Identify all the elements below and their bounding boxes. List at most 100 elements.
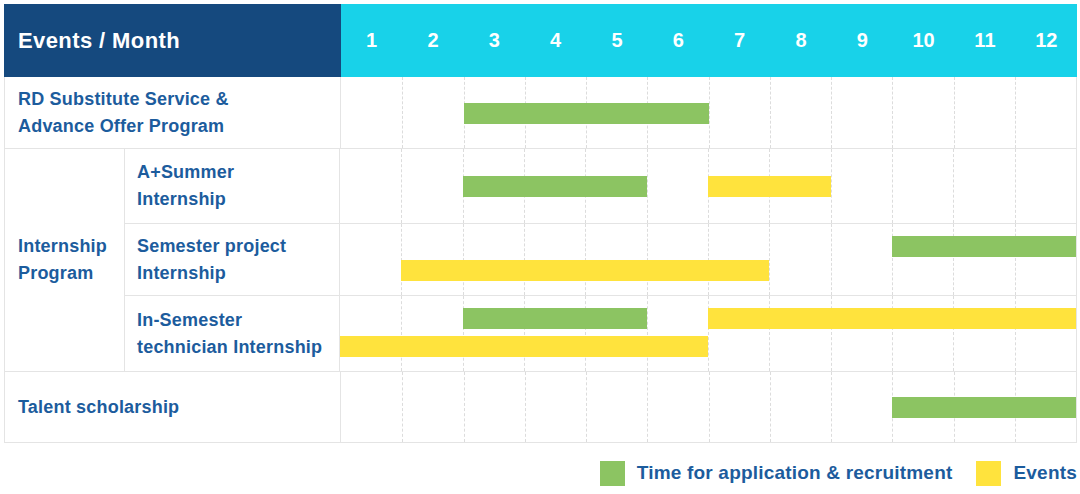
month-gridline [402,77,403,148]
group-label: InternshipProgram [5,149,125,371]
month-column-header: 8 [770,4,831,77]
row-label-line: A+Summer [137,159,339,186]
table-row: RD Substitute Service &Advance Offer Pro… [5,77,1076,148]
month-number: 3 [489,29,500,52]
gantt-bar-application [892,236,1076,257]
table-row: In-Semestertechnician Internship [125,295,1076,371]
month-gridline [831,149,832,223]
timeline-cell [341,77,1076,148]
events-month-table: Events / Month 123456789101112 RD Substi… [4,4,1077,443]
group-rows: A+SummerInternshipSemester projectIntern… [125,149,1076,371]
row-label-line: In-Semester [137,307,339,334]
table-body: RD Substitute Service &Advance Offer Pro… [4,77,1077,443]
table-row-group: InternshipProgramA+SummerInternshipSemes… [5,148,1076,371]
month-number: 1 [366,29,377,52]
month-column-header: 10 [893,4,954,77]
legend-swatch-application [600,461,625,486]
month-gridline [647,372,648,442]
month-gridline [831,372,832,442]
month-column-header: 11 [954,4,1015,77]
legend-item: Events [976,461,1077,486]
legend-swatch-event [976,461,1001,486]
row-label: Talent scholarship [5,372,341,442]
month-number: 2 [427,29,438,52]
month-gridline [892,224,893,295]
gantt-bar-application [892,397,1076,418]
row-label-line: Program [18,260,124,287]
month-gridline [586,372,587,442]
month-gridline [831,224,832,295]
month-number: 10 [912,29,934,52]
row-label: RD Substitute Service &Advance Offer Pro… [5,77,341,148]
row-label-line: Semester project [137,233,339,260]
month-gridline [525,372,526,442]
table-row: A+SummerInternship [125,149,1076,223]
legend-label: Events [1013,462,1077,484]
month-gridline [953,149,954,223]
table-header-row: Events / Month 123456789101112 [4,4,1077,77]
month-gridline [892,149,893,223]
row-label-line: Internship [18,233,124,260]
month-number: 8 [795,29,806,52]
month-number: 11 [974,29,995,52]
row-label-line: Internship [137,186,339,213]
month-column-header: 12 [1016,4,1077,77]
table-row: Semester projectInternship [125,223,1076,295]
month-column-header: 6 [648,4,709,77]
month-column-header: 7 [709,4,770,77]
legend: Time for application & recruitment Events [600,458,1077,488]
month-number: 6 [673,29,684,52]
month-column-header: 2 [402,4,463,77]
month-gridline [954,77,955,148]
row-label-line: Internship [137,260,339,287]
header-title: Events / Month [4,4,341,77]
month-gridline [402,372,403,442]
month-gridline [1015,149,1016,223]
month-column-header: 4 [525,4,586,77]
month-column-header: 5 [586,4,647,77]
month-gridline [647,296,648,371]
month-gridline [401,149,402,223]
month-gridline [1015,77,1016,148]
month-column-header: 1 [341,4,402,77]
row-label: Semester projectInternship [125,224,340,295]
month-gridline [770,77,771,148]
row-label-line: technician Internship [137,334,339,361]
month-number: 7 [734,29,745,52]
month-gridline [953,224,954,295]
legend-label: Time for application & recruitment [637,462,953,484]
month-number: 12 [1035,29,1057,52]
row-label-line: Advance Offer Program [18,113,340,140]
timeline-cell [341,372,1076,442]
row-label-line: Talent scholarship [18,394,340,421]
month-header-band: 123456789101112 [341,4,1077,77]
row-label: In-Semestertechnician Internship [125,296,340,371]
timeline-cell [340,149,1076,223]
month-gridline [709,77,710,148]
gantt-bar-application [464,103,709,124]
gantt-bar-event [708,176,831,197]
gantt-bar-event [340,336,708,357]
month-number: 9 [857,29,868,52]
gantt-infographic: Events / Month 123456789101112 RD Substi… [0,0,1080,494]
month-column-header: 3 [464,4,525,77]
month-number: 4 [550,29,561,52]
month-gridline [770,372,771,442]
gantt-bar-event [708,308,1076,329]
gantt-bar-application [463,176,647,197]
row-label-line: RD Substitute Service & [18,86,340,113]
month-gridline [1015,224,1016,295]
legend-item: Time for application & recruitment [600,461,953,486]
table-row: Talent scholarship [5,371,1076,442]
month-number: 5 [611,29,622,52]
month-gridline [647,149,648,223]
gantt-bar-event [401,260,769,281]
row-label: A+SummerInternship [125,149,340,223]
gantt-bar-application [463,308,647,329]
month-gridline [769,224,770,295]
month-column-header: 9 [832,4,893,77]
month-gridline [892,77,893,148]
month-gridline [464,372,465,442]
timeline-cell [340,296,1076,371]
month-gridline [709,372,710,442]
